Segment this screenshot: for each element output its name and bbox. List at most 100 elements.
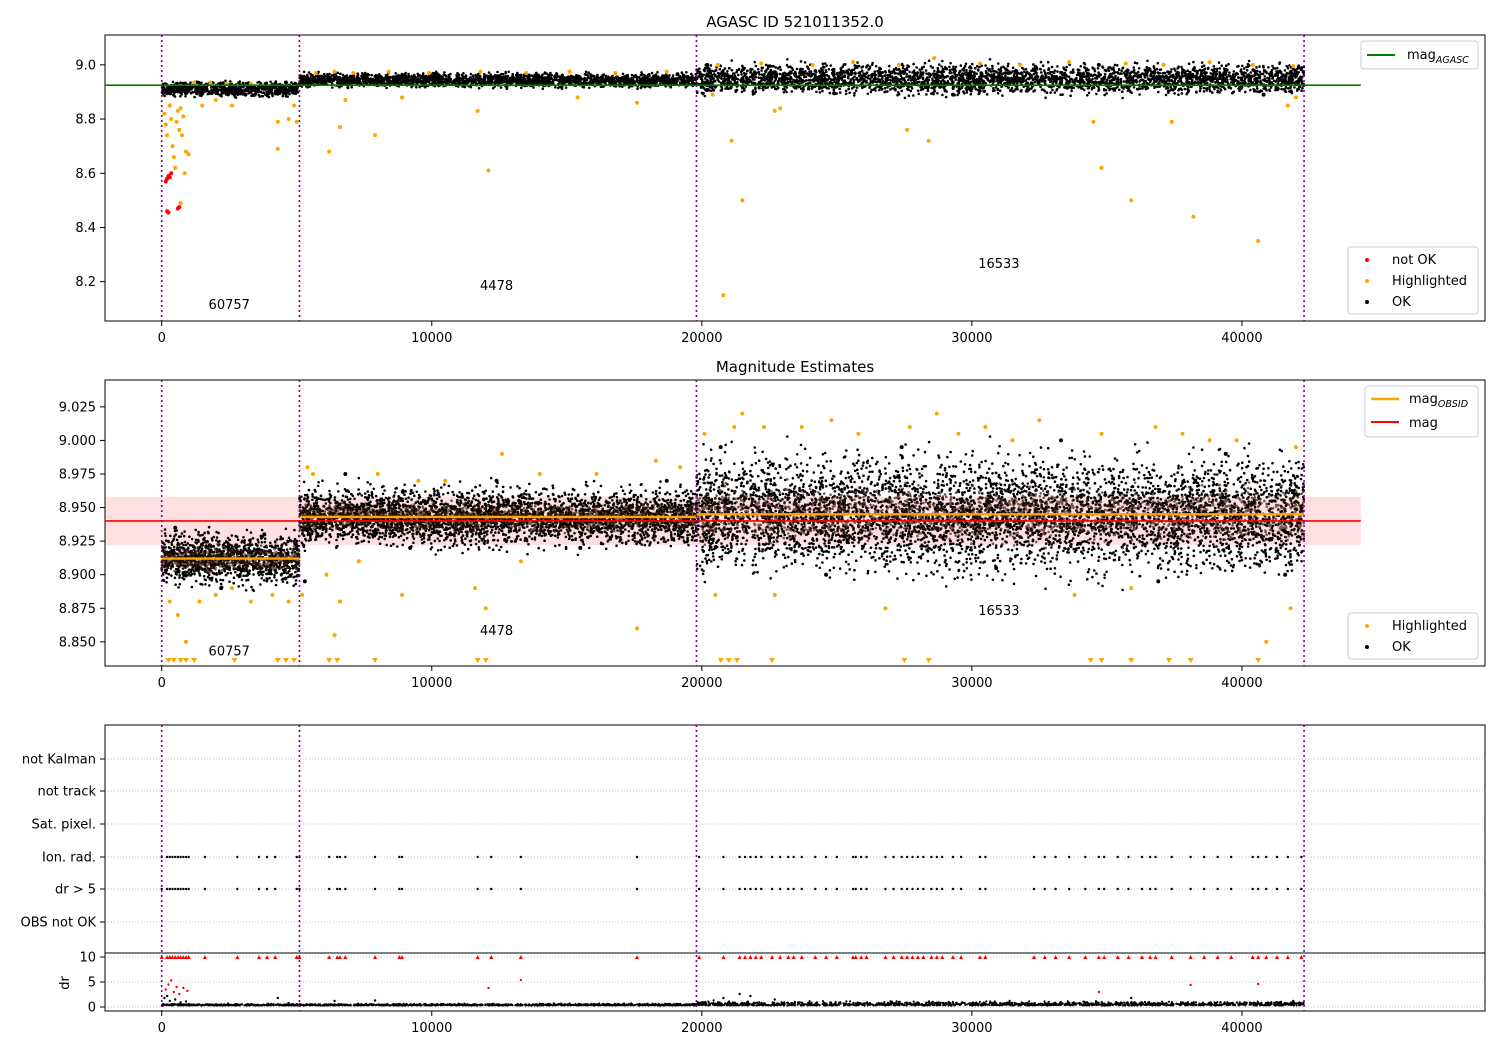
point-highlighted xyxy=(761,424,766,429)
dr-point xyxy=(333,999,336,1003)
point-highlighted xyxy=(1207,60,1212,65)
x-tick-label: 20000 xyxy=(681,676,722,691)
point-highlighted xyxy=(635,100,640,105)
point-highlighted xyxy=(177,127,182,132)
panel-magnitude-lines xyxy=(105,380,1361,666)
point-highlighted xyxy=(905,127,910,132)
flag-point xyxy=(935,887,938,891)
flag-point xyxy=(738,855,741,859)
point-ok xyxy=(262,532,267,537)
dr-capped-marker xyxy=(940,955,945,959)
legend-label-mag-agasc: magAGASC xyxy=(1407,48,1469,66)
point-highlighted xyxy=(475,108,480,113)
point-highlighted xyxy=(375,471,380,476)
point-highlighted xyxy=(181,114,186,119)
lower-limit-marker xyxy=(1187,658,1194,663)
flag-category-label: OBS not OK xyxy=(21,916,97,931)
dr-capped-marker xyxy=(184,955,189,959)
lower-limit-marker xyxy=(177,658,184,663)
dr-capped-marker xyxy=(929,955,934,959)
flag-point xyxy=(171,855,174,859)
dr-capped-marker xyxy=(1275,955,1280,959)
point-highlighted xyxy=(518,559,523,564)
flag-point xyxy=(749,855,752,859)
dr-capped-marker xyxy=(824,955,829,959)
x-tick-label: 40000 xyxy=(1221,676,1262,691)
flag-point xyxy=(1043,887,1047,891)
flag-point xyxy=(959,887,963,891)
point-highlighted xyxy=(170,144,175,149)
panel-agasc: AGASC ID 521011352.0 0 10000 20000 30000 400… xyxy=(75,13,1486,346)
panel-magnitude-estimates: Magnitude Estimates 0 10000 20000 30000 4000… xyxy=(59,358,1486,691)
dr-capped-marker xyxy=(934,955,939,959)
point-ok xyxy=(165,91,170,96)
dr-capped-marker xyxy=(1148,955,1153,959)
flag-point xyxy=(1084,855,1087,859)
flag-point xyxy=(398,887,401,891)
flag-point xyxy=(187,855,190,859)
flag-point xyxy=(184,887,188,891)
flag-point xyxy=(892,855,895,859)
dr-point-not-ok xyxy=(487,986,490,990)
flag-point xyxy=(203,887,207,891)
flag-point xyxy=(273,887,277,891)
flag-point xyxy=(859,855,863,859)
flag-point xyxy=(778,855,782,859)
point-highlighted xyxy=(229,103,234,108)
dr-capped-marker xyxy=(167,955,172,959)
point-highlighted xyxy=(810,62,815,67)
dr-capped-marker xyxy=(175,955,180,959)
flag-point xyxy=(635,887,639,891)
point-highlighted xyxy=(932,56,937,61)
flag-point xyxy=(1256,855,1260,859)
point-highlighted xyxy=(721,293,726,298)
dr-capped-marker xyxy=(983,955,988,959)
legend-frame xyxy=(1360,40,1479,70)
point-highlighted xyxy=(772,592,777,597)
point-highlighted xyxy=(934,411,939,416)
dr-capped-marker xyxy=(489,955,494,959)
dr-capped-marker xyxy=(518,955,523,959)
flag-point xyxy=(922,855,925,859)
point-ok xyxy=(994,565,999,570)
point-highlighted xyxy=(716,62,721,67)
dr-capped-marker xyxy=(1153,955,1158,959)
flag-point xyxy=(787,887,790,891)
point-highlighted xyxy=(1091,119,1096,124)
flag-point xyxy=(1043,855,1047,859)
dr-capped-marker xyxy=(475,955,480,959)
x-tick-label: 30000 xyxy=(951,331,992,346)
dr-capped-marker xyxy=(1042,955,1047,959)
point-ok xyxy=(1096,62,1101,67)
point-highlighted xyxy=(400,95,405,100)
flag-point xyxy=(635,855,639,859)
dr-capped-marker xyxy=(915,955,920,959)
point-highlighted xyxy=(173,165,178,170)
flag-point xyxy=(168,855,172,859)
point-highlighted xyxy=(286,117,291,122)
flag-point xyxy=(905,887,909,891)
lower-limit-marker xyxy=(274,658,281,663)
dr-capped-marker xyxy=(256,955,261,959)
panel-agasc-series xyxy=(162,56,1301,298)
x-tick-label: 0 xyxy=(158,1021,166,1036)
point-highlighted xyxy=(337,125,342,130)
x-tick-label: 30000 xyxy=(951,676,992,691)
flag-point xyxy=(1202,855,1206,859)
point-highlighted xyxy=(300,592,305,597)
flag-point xyxy=(344,855,347,859)
flag-point xyxy=(295,855,298,859)
dr-point xyxy=(1130,996,1133,1000)
y-tick-label: 9.0 xyxy=(75,58,96,73)
x-tick-label: 10000 xyxy=(411,331,452,346)
y-tick-label: 8.4 xyxy=(75,221,96,236)
flag-point xyxy=(865,887,868,891)
point-highlighted xyxy=(772,108,777,113)
point-highlighted xyxy=(472,586,477,591)
dr-capped-marker xyxy=(265,955,270,959)
flag-point xyxy=(824,887,828,891)
point-highlighted xyxy=(1207,438,1212,443)
point-highlighted xyxy=(427,70,432,75)
x-tick-label: 10000 xyxy=(411,676,452,691)
point-highlighted xyxy=(856,431,861,436)
